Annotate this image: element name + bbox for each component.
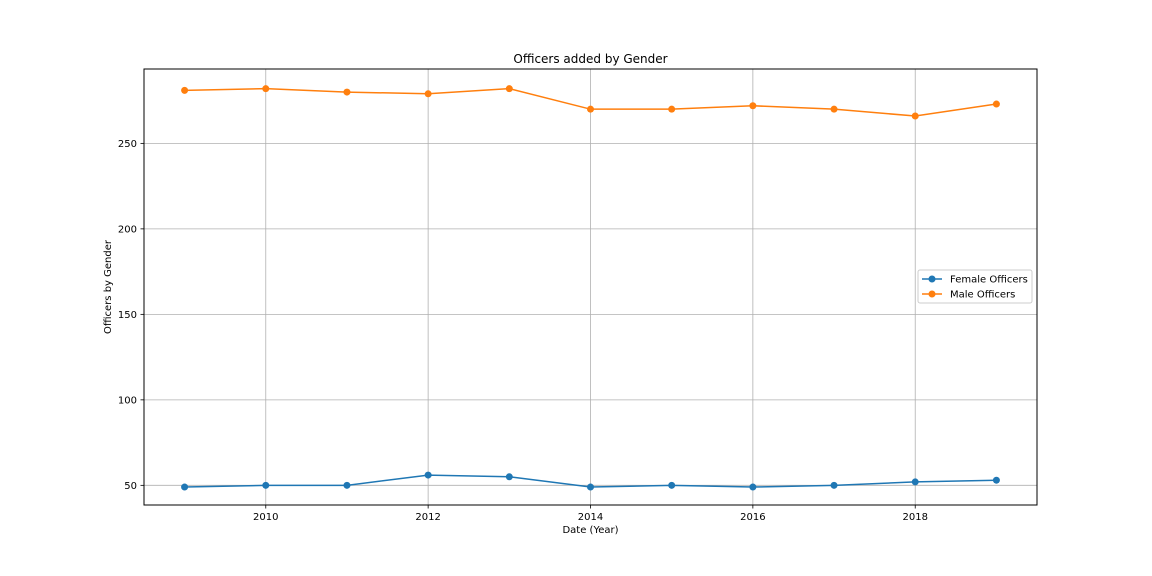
data-point: [587, 483, 594, 491]
data-point: [262, 481, 270, 489]
legend-label: Male Officers: [950, 290, 1015, 301]
data-point: [749, 102, 757, 110]
x-tick-label: 2010: [253, 512, 278, 523]
legend-marker: [928, 275, 936, 283]
x-axis-label: Date (Year): [562, 525, 618, 536]
y-tick-label: 100: [118, 395, 137, 406]
legend-marker: [928, 290, 936, 298]
data-point: [911, 112, 919, 120]
x-tick-label: 2016: [740, 512, 765, 523]
data-point: [181, 86, 189, 94]
series-0: [181, 471, 1000, 491]
series-1: [181, 85, 1000, 120]
legend-label: Female Officers: [950, 275, 1028, 286]
y-tick-label: 250: [118, 139, 137, 150]
data-point: [343, 88, 351, 96]
y-axis-ticks: 50 100 150 200 250: [118, 139, 144, 492]
data-point: [262, 85, 270, 93]
data-point: [424, 90, 432, 98]
data-point: [505, 85, 513, 93]
chart-title: Officers added by Gender: [513, 52, 667, 66]
data-point: [749, 483, 757, 491]
data-point: [668, 105, 676, 113]
y-tick-label: 200: [118, 224, 137, 235]
data-point: [992, 100, 1000, 108]
data-point: [911, 478, 919, 486]
x-tick-label: 2012: [415, 512, 440, 523]
legend-box: [917, 269, 1033, 304]
series: [181, 85, 1000, 491]
x-axis-ticks: 2010 2012 2014 2016 2018: [253, 505, 928, 523]
data-point: [343, 481, 351, 489]
data-point: [587, 105, 594, 113]
x-tick-label: 2018: [903, 512, 928, 523]
data-point: [668, 481, 676, 489]
legend: Female Officers Male Officers: [917, 269, 1033, 304]
data-point: [830, 105, 838, 113]
grid: [144, 69, 1037, 505]
x-tick-label: 2014: [578, 512, 603, 523]
y-tick-label: 50: [124, 481, 137, 492]
y-axis-label: Officers by Gender: [103, 239, 114, 334]
data-point: [424, 471, 432, 479]
data-point: [181, 483, 189, 491]
data-point: [992, 476, 1000, 484]
data-point: [830, 481, 838, 489]
data-point: [505, 473, 513, 481]
y-tick-label: 150: [118, 310, 137, 321]
